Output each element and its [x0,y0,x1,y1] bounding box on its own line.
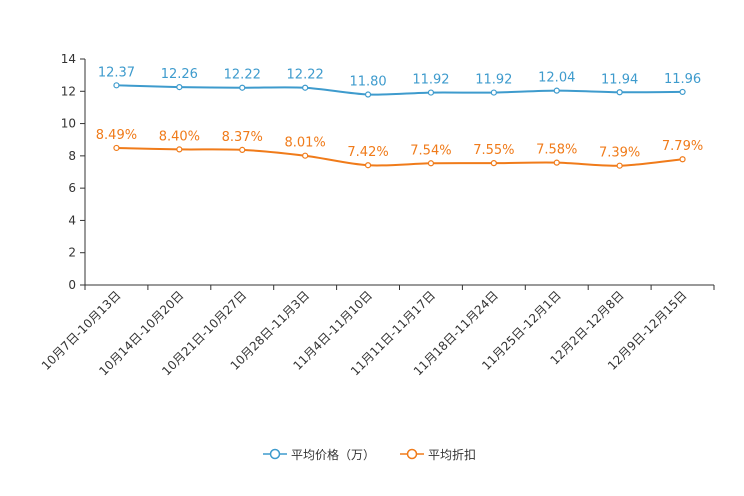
data-label: 7.58% [536,143,577,158]
data-label: 7.79% [662,139,703,154]
data-label: 12.22 [287,68,324,83]
data-label: 11.80 [349,75,386,90]
y-tick-label: 10 [61,117,76,131]
data-point[interactable] [427,160,435,167]
data-point[interactable] [239,84,246,91]
data-point[interactable] [364,91,372,98]
y-axis-ticks: 0 2 4 6 8 10 12 14 [61,52,85,292]
data-point[interactable] [616,89,623,96]
data-label: 7.42% [347,145,388,160]
series-group: 12.37 12.26 12.22 12.22 11.80 11.92 11.92 12.04… [96,65,703,169]
data-label: 8.40% [159,129,200,144]
data-point[interactable] [113,82,120,89]
data-label: 8.49% [96,128,137,143]
data-point[interactable] [679,88,686,96]
data-label: 7.55% [473,143,514,158]
data-point[interactable] [553,87,560,94]
y-tick-label: 4 [68,213,76,227]
y-tick-label: 12 [61,84,76,98]
data-label: 11.92 [475,73,512,88]
series-line [116,84,683,96]
series-1: 12.37 12.26 12.22 12.22 11.80 11.92 11.92 12.04… [98,65,701,98]
legend-item-2[interactable]: 平均折扣 [400,447,476,462]
data-label: 11.96 [664,72,701,87]
data-point[interactable] [113,144,120,152]
x-axis-ticks: 10月7日-10月13日10月14日-10月20日10月21日-10月27日10… [39,285,715,378]
y-tick-label: 0 [68,278,76,292]
data-point[interactable] [490,89,497,96]
data-label: 7.54% [410,143,451,158]
legend-marker [269,448,281,460]
data-point[interactable] [239,146,246,153]
data-label: 12.37 [98,65,135,80]
y-tick-label: 14 [61,52,76,66]
legend[interactable]: 平均价格（万） 平均折扣 [263,447,476,462]
data-label: 12.04 [538,71,575,86]
data-point[interactable] [553,159,560,166]
y-tick-label: 8 [68,149,76,163]
data-point[interactable] [302,84,309,91]
data-label: 8.01% [284,136,325,151]
y-tick-label: 6 [68,181,76,195]
data-point[interactable] [679,156,686,163]
legend-marker [406,448,418,460]
data-point[interactable] [364,162,372,169]
data-label: 7.39% [599,146,640,161]
data-point[interactable] [176,146,183,153]
data-label: 11.92 [412,73,449,88]
data-point[interactable] [616,162,623,169]
legend-label: 平均价格（万） [291,447,375,462]
data-point[interactable] [176,83,183,91]
data-label: 12.26 [161,67,198,82]
y-tick-label: 2 [68,246,76,260]
series-2: 8.49% 8.40% 8.37% 8.01% 7.42% 7.54% 7.55% 7.58%… [96,128,703,169]
data-label: 8.37% [222,130,263,145]
legend-item-1[interactable]: 平均价格（万） [263,447,375,462]
data-label: 12.22 [224,68,261,83]
data-point[interactable] [302,152,309,159]
series-line [116,146,683,167]
data-point[interactable] [427,89,435,96]
data-point[interactable] [490,160,497,167]
data-label: 11.94 [601,72,638,87]
legend-label: 平均折扣 [428,447,476,462]
